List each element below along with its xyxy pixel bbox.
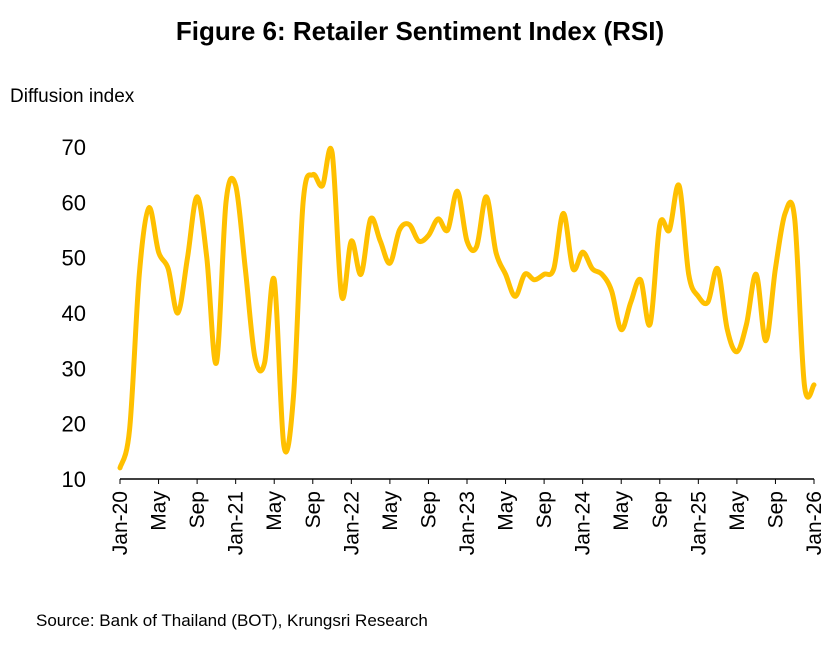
x-tick-label: Jan-20 bbox=[109, 491, 132, 555]
x-tick-label: May bbox=[495, 491, 518, 531]
x-tick-label: Jan-23 bbox=[456, 491, 479, 555]
y-tick-label: 70 bbox=[62, 135, 86, 160]
x-tick-label: May bbox=[726, 491, 749, 531]
y-tick-label: 10 bbox=[62, 467, 86, 492]
source-note: Source: Bank of Thailand (BOT), Krungsri… bbox=[36, 611, 428, 630]
chart-title: Figure 6: Retailer Sentiment Index (RSI) bbox=[175, 16, 665, 46]
rsi-series-line bbox=[117, 146, 817, 471]
x-tick-label: Jan-22 bbox=[340, 491, 363, 555]
y-tick-label: 60 bbox=[62, 190, 86, 215]
x-tick-label: May bbox=[610, 491, 633, 531]
x-tick-label: Jan-25 bbox=[687, 491, 710, 555]
y-tick-label: 40 bbox=[62, 301, 86, 326]
x-tick-label: May bbox=[148, 491, 171, 531]
x-tick-label: Sep bbox=[302, 491, 325, 528]
x-tick-label: Sep bbox=[649, 491, 672, 528]
y-tick-label: 20 bbox=[62, 412, 86, 437]
x-tick-label: Sep bbox=[533, 491, 556, 528]
y-tick-label: 30 bbox=[62, 356, 86, 381]
x-tick-label: Sep bbox=[186, 491, 209, 528]
x-tick-label: Jan-26 bbox=[803, 491, 826, 555]
y-axis-label: Diffusion index bbox=[10, 86, 135, 107]
x-tick-label: May bbox=[379, 491, 402, 531]
x-tick-label: Sep bbox=[764, 491, 787, 528]
x-tick-label: Jan-21 bbox=[225, 491, 248, 555]
x-tick-label: May bbox=[263, 491, 286, 531]
x-tick-label: Sep bbox=[417, 491, 440, 528]
y-tick-label: 50 bbox=[62, 246, 86, 271]
x-tick-label: Jan-24 bbox=[572, 491, 595, 556]
